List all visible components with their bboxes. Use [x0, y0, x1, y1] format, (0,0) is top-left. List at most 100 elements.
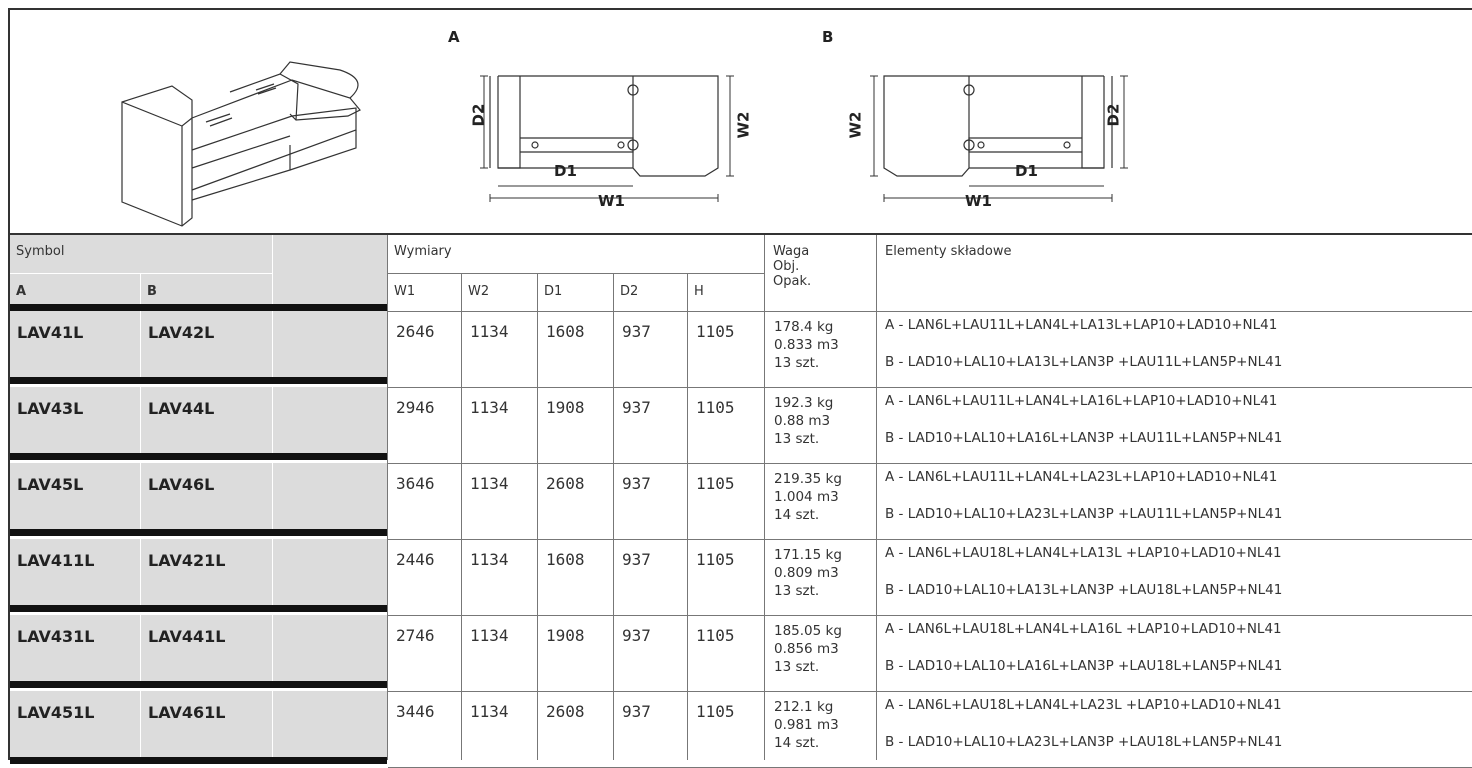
- blank-cell: [273, 615, 387, 681]
- d1-cell: 1608: [546, 550, 585, 569]
- symbol-b-cell: LAV461L: [141, 691, 272, 757]
- h-cell: 1105: [696, 398, 735, 417]
- w1-cell: 2746: [396, 626, 435, 645]
- row-rule: [10, 605, 387, 612]
- elements-a-text: A - LAN6L+LAU18L+LAN4L+LA23L +LAP10+LAD1…: [885, 697, 1282, 713]
- d1-cell: 2608: [546, 702, 585, 721]
- grid-line: [388, 273, 764, 274]
- packs-value: 14 szt.: [774, 507, 820, 523]
- w2-cell: 1134: [470, 474, 509, 493]
- symbol-b-cell: LAV42L: [141, 311, 272, 377]
- opak-label: Opak.: [773, 274, 812, 289]
- diagram-b-d2: D2: [1104, 103, 1123, 127]
- w1-cell: 2446: [396, 550, 435, 569]
- weight-value: 212.1 kg: [774, 699, 834, 715]
- symbol-b-cell: LAV46L: [141, 463, 272, 529]
- diagram-a-w1: W1: [598, 192, 625, 210]
- symbol-a-cell: LAV451L: [10, 691, 140, 757]
- w1-header: W1: [394, 284, 416, 299]
- symbol-a-cell: LAV411L: [10, 539, 140, 605]
- elementy-header: Elementy składowe: [885, 244, 1012, 259]
- blank-cell: [273, 387, 387, 453]
- packs-value: 14 szt.: [774, 735, 820, 751]
- grid-line: [388, 311, 1472, 312]
- volume-value: 0.809 m3: [774, 565, 839, 581]
- elements-cell: A - LAN6L+LAU11L+LAN4L+LA23L+LAP10+LAD10…: [877, 463, 1472, 539]
- volume-value: 0.981 m3: [774, 717, 839, 733]
- row-rule: [10, 453, 387, 460]
- row-rule: [10, 377, 387, 384]
- h-cell: 1105: [696, 322, 735, 341]
- drawing-area: A D1 W1 D2 W2 B: [10, 10, 1472, 233]
- volume-value: 1.004 m3: [774, 489, 839, 505]
- grid-line: [387, 235, 388, 760]
- grid-line: [876, 235, 877, 760]
- packs-value: 13 szt.: [774, 583, 820, 599]
- diagram-a-d1: D1: [554, 162, 577, 180]
- volume-value: 0.833 m3: [774, 337, 839, 353]
- symbol-b-cell: LAV44L: [141, 387, 272, 453]
- d1-cell: 2608: [546, 474, 585, 493]
- elements-b-text: B - LAD10+LAL10+LA16L+LAN3P +LAU18L+LAN5…: [885, 658, 1283, 674]
- grid-line: [537, 273, 538, 760]
- blank-cell: [273, 539, 387, 605]
- elements-b-text: B - LAD10+LAL10+LA23L+LAN3P +LAU18L+LAN5…: [885, 734, 1283, 750]
- d2-cell: 937: [622, 398, 651, 417]
- w2-cell: 1134: [470, 398, 509, 417]
- elements-a-text: A - LAN6L+LAU18L+LAN4L+LA16L +LAP10+LAD1…: [885, 621, 1282, 637]
- h-header: H: [694, 284, 704, 299]
- obj-label: Obj.: [773, 259, 800, 274]
- d2-cell: 937: [622, 626, 651, 645]
- w1-cell: 2646: [396, 322, 435, 341]
- symbol-b-cell: LAV421L: [141, 539, 272, 605]
- weight-value: 171.15 kg: [774, 547, 842, 563]
- diagram-a-plan: [480, 75, 734, 202]
- volume-value: 0.88 m3: [774, 413, 831, 429]
- weight-cell: 192.3 kg 0.88 m3 13 szt.: [765, 387, 876, 463]
- row-rule: [10, 681, 387, 688]
- packs-value: 13 szt.: [774, 431, 820, 447]
- elements-b-text: B - LAD10+LAL10+LA23L+LAN3P +LAU11L+LAN5…: [885, 506, 1283, 522]
- waga-header: Waga Obj. Opak.: [765, 235, 876, 311]
- weight-value: 192.3 kg: [774, 395, 834, 411]
- d1-cell: 1908: [546, 626, 585, 645]
- d2-cell: 937: [622, 322, 651, 341]
- grid-line: [764, 235, 765, 760]
- w2-cell: 1134: [470, 702, 509, 721]
- d1-cell: 1908: [546, 398, 585, 417]
- h-cell: 1105: [696, 474, 735, 493]
- w1-cell: 3446: [396, 702, 435, 721]
- diagram-b-d1: D1: [1015, 162, 1038, 180]
- packs-value: 13 szt.: [774, 659, 820, 675]
- w2-header: W2: [468, 284, 490, 299]
- header-separator: [10, 233, 1472, 235]
- weight-cell: 185.05 kg 0.856 m3 13 szt.: [765, 615, 876, 691]
- diagram-b-label: B: [822, 28, 834, 46]
- col-a-header: A: [10, 274, 140, 304]
- d2-cell: 937: [622, 550, 651, 569]
- waga-label: Waga: [773, 244, 810, 259]
- elements-b-text: B - LAD10+LAL10+LA13L+LAN3P +LAU18L+LAN5…: [885, 582, 1283, 598]
- blank-cell: [273, 691, 387, 757]
- elements-cell: A - LAN6L+LAU18L+LAN4L+LA23L +LAP10+LAD1…: [877, 691, 1472, 767]
- weight-cell: 171.15 kg 0.809 m3 13 szt.: [765, 539, 876, 615]
- row-rule: [10, 757, 387, 764]
- h-cell: 1105: [696, 702, 735, 721]
- symbol-a-cell: LAV45L: [10, 463, 140, 529]
- product-isometric-drawing: [121, 61, 361, 227]
- weight-value: 219.35 kg: [774, 471, 842, 487]
- d1-cell: 1608: [546, 322, 585, 341]
- diagram-a-w2: W2: [734, 111, 753, 139]
- weight-cell: 212.1 kg 0.981 m3 14 szt.: [765, 691, 876, 767]
- elements-a-text: A - LAN6L+LAU18L+LAN4L+LA13L +LAP10+LAD1…: [885, 545, 1282, 561]
- symbol-header: Symbol: [10, 235, 272, 273]
- diagram-b-plan: [870, 75, 1128, 202]
- grid-line: [388, 615, 1472, 616]
- d2-cell: 937: [622, 474, 651, 493]
- grid-line: [388, 463, 1472, 464]
- volume-value: 0.856 m3: [774, 641, 839, 657]
- grid-line: [388, 691, 1472, 692]
- elements-b-text: B - LAD10+LAL10+LA13L+LAN3P +LAU11L+LAN5…: [885, 354, 1283, 370]
- row-rule: [10, 529, 387, 536]
- w1-cell: 2946: [396, 398, 435, 417]
